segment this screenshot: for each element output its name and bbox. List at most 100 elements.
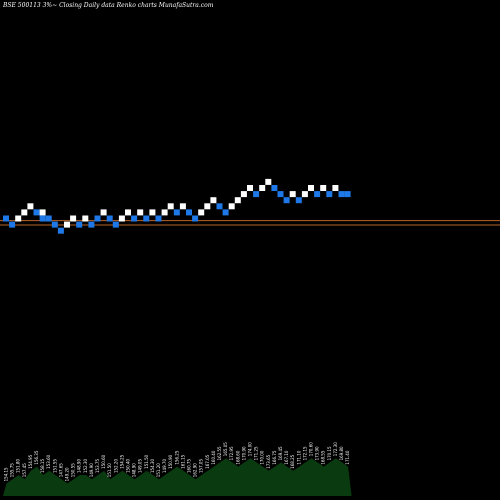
volume-label: 173.65 — [266, 454, 271, 468]
volume-label: 156.25 — [174, 450, 179, 464]
volume-label: 171.40 — [345, 450, 350, 464]
volume-label: 147.65 — [58, 463, 63, 477]
renko-brick-up — [308, 185, 314, 191]
volume-label: 152.20 — [113, 459, 118, 473]
renko-brick-up — [204, 203, 211, 210]
renko-brick-down — [3, 215, 9, 222]
volume-label: 170.15 — [327, 446, 332, 460]
renko-brick-up — [320, 185, 327, 191]
renko-brick-down — [271, 185, 278, 191]
volume-label: 150.55 — [71, 463, 76, 477]
renko-brick-down — [295, 197, 302, 204]
renko-brick-down — [33, 209, 40, 216]
renko-brick-down — [344, 191, 351, 198]
renko-brick-down — [57, 227, 64, 234]
renko-brick-down — [222, 209, 229, 216]
volume-label: 153.60 — [46, 454, 51, 468]
renko-brick-down — [326, 191, 333, 198]
volume-label: 149.70 — [162, 459, 167, 473]
renko-brick-up — [21, 209, 28, 216]
renko-brick-up — [27, 203, 34, 210]
renko-brick-down — [106, 215, 113, 222]
volume-label: 162.55 — [217, 446, 222, 460]
renko-brick-up — [210, 197, 217, 204]
volume-label: 151.55 — [52, 459, 57, 473]
volume-label: 166.75 — [272, 450, 277, 464]
volume-label: 170.60 — [309, 442, 314, 456]
renko-brick-up — [332, 185, 339, 191]
chart-title: BSE 500113 3%~ Closing Daily data Renko … — [3, 2, 214, 9]
renko-brick-down — [314, 191, 321, 198]
volume-label: 150.60 — [101, 454, 106, 468]
renko-brick-down — [253, 191, 260, 198]
volume-label: 154.25 — [119, 454, 124, 468]
renko-brick-down — [39, 215, 46, 222]
volume-label: 151.50 — [107, 463, 112, 477]
volume-label: 168.55 — [321, 450, 326, 464]
renko-brick-up — [137, 209, 144, 216]
renko-brick-down — [112, 221, 119, 228]
renko-brick-down — [186, 209, 192, 216]
renko-brick-down — [94, 215, 101, 222]
volume-label: 167.05 — [205, 454, 210, 468]
volume-label: 154.95 — [28, 454, 33, 468]
renko-brick-up — [64, 221, 70, 228]
volume-label: 154.15 — [4, 467, 9, 481]
volume-label: 172.15 — [302, 446, 307, 460]
renko-brick-down — [173, 209, 180, 216]
renko-brick-up — [228, 203, 235, 210]
renko-brick-down — [155, 215, 162, 222]
volume-label: 165.05 — [223, 442, 228, 456]
renko-brick-up — [247, 185, 253, 191]
renko-brick-up — [167, 203, 174, 210]
volume-label: 148.90 — [132, 463, 137, 477]
renko-brick-down — [192, 215, 199, 222]
volume-label: 149.20 — [65, 467, 70, 481]
renko-brick-up — [125, 209, 131, 216]
volume-label: 172.95 — [229, 446, 234, 460]
volume-label: 152.30 — [83, 459, 88, 473]
renko-brick-down — [338, 191, 345, 198]
volume-label: 149.05 — [138, 459, 143, 473]
volume-area — [3, 458, 352, 496]
volume-label: 150.90 — [168, 454, 173, 468]
renko-brick-up — [39, 209, 46, 216]
renko-brick-up — [15, 215, 22, 222]
volume-label: 148.90 — [77, 459, 82, 473]
renko-brick-up — [82, 215, 89, 222]
volume-label: 168.60 — [235, 450, 240, 464]
renko-brick-up — [161, 209, 168, 216]
volume-label: 171.25 — [254, 446, 259, 460]
volume-label: 160.75 — [187, 459, 192, 473]
renko-brick-down — [88, 221, 95, 228]
renko-brick-up — [240, 191, 247, 198]
volume-label: 167.10 — [284, 450, 289, 464]
renko-brick-up — [301, 191, 308, 198]
renko-brick-up — [265, 178, 272, 185]
renko-brick-down — [277, 191, 284, 198]
volume-label: 155.75 — [10, 463, 15, 477]
volume-label: 168.25 — [290, 454, 295, 468]
renko-brick-up — [234, 197, 241, 204]
volume-label: 154.30 — [150, 459, 155, 473]
volume-label: 173.90 — [315, 446, 320, 460]
volume-label: 162.90 — [193, 463, 198, 477]
renko-brick-down — [9, 221, 16, 228]
volume-label: 157.05 — [199, 459, 204, 473]
volume-label: 151.50 — [144, 454, 149, 468]
volume-label: 153.75 — [95, 459, 100, 473]
renko-brick-up — [149, 209, 156, 216]
renko-brick-down — [76, 221, 83, 228]
renko-brick-up — [179, 203, 186, 210]
renko-brick-up — [70, 215, 77, 222]
volume-label: 169.80 — [339, 446, 344, 460]
volume-label: 160.40 — [211, 450, 216, 464]
volume-label: 169.45 — [278, 446, 283, 460]
volume-label: 172.30 — [333, 442, 338, 456]
renko-brick-up — [259, 185, 266, 191]
volume-label: 170.00 — [260, 450, 265, 464]
renko-brick-down — [216, 203, 223, 210]
renko-brick-down — [283, 197, 290, 204]
